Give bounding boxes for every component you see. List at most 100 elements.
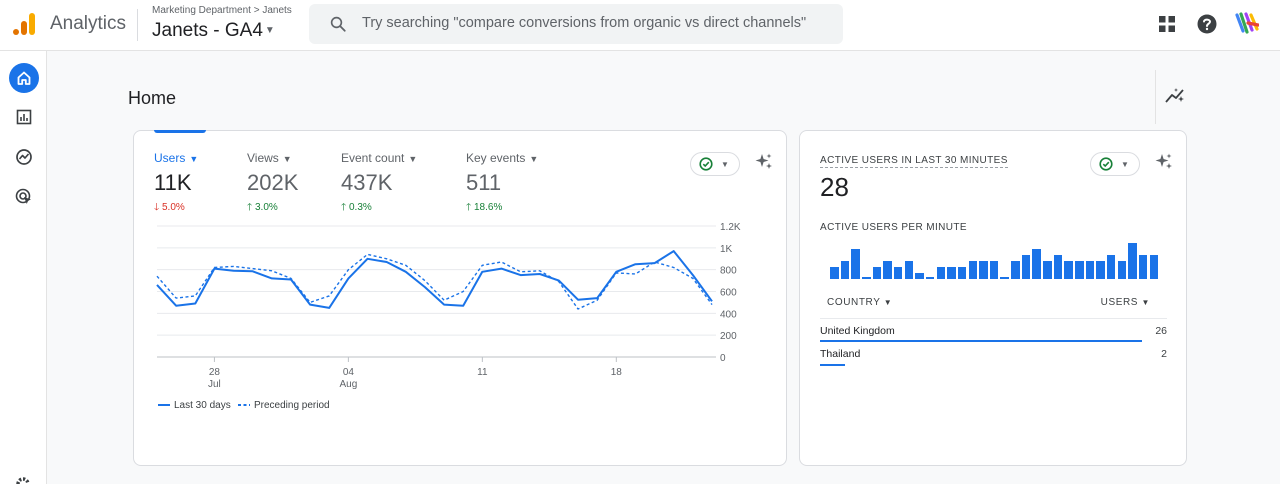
legend-label: Preceding period [254, 400, 330, 411]
minute-bar[interactable] [1011, 261, 1020, 279]
search-input[interactable]: Try searching "compare conversions from … [362, 15, 807, 31]
minute-bar[interactable] [1053, 255, 1063, 279]
realtime-card: ACTIVE USERS IN LAST 30 MINUTES 28 ▼ ACT… [799, 130, 1187, 466]
check-circle-icon [1099, 157, 1113, 171]
analytics-logo-icon[interactable] [12, 12, 36, 36]
minute-bar[interactable] [1000, 277, 1009, 279]
minute-bar[interactable] [915, 273, 924, 279]
chevron-down-icon: ▼ [1141, 298, 1150, 307]
search-bar[interactable]: Try searching "compare conversions from … [309, 4, 843, 44]
minute-bar[interactable] [830, 267, 839, 279]
share-meter [820, 364, 845, 366]
realtime-data-quality-button[interactable]: ▼ [1090, 152, 1140, 176]
metric-views-value: 202K [247, 170, 299, 195]
country-name: United Kingdom [820, 325, 895, 337]
chevron-down-icon: ▼ [189, 154, 199, 164]
nav-home[interactable] [9, 63, 39, 93]
minute-bar[interactable] [1106, 255, 1116, 279]
minute-bar[interactable] [1043, 261, 1052, 279]
metric-views-change: 🡑 3.0% [247, 202, 278, 213]
minute-bar[interactable] [947, 267, 956, 279]
column-header-users[interactable]: USERS ▼ [1100, 297, 1150, 308]
minute-bar[interactable] [1021, 255, 1031, 279]
metric-key-events-label[interactable]: Key events ▼ [466, 151, 539, 165]
home-icon [17, 71, 31, 85]
share-meter [820, 340, 1143, 342]
minute-bar[interactable] [1128, 243, 1137, 279]
minute-bar[interactable] [968, 261, 977, 279]
realtime-value: 28 [820, 172, 849, 202]
arrow-up-icon: 🡑 [466, 202, 472, 213]
metric-key-events-change: 🡑 18.6% [466, 202, 503, 213]
legend-label: Last 30 days [174, 400, 231, 411]
series-line-last-30-days [156, 250, 713, 309]
chevron-down-icon: ▼ [1121, 159, 1129, 169]
page-title: Home [128, 88, 177, 108]
minute-bar[interactable] [1064, 261, 1073, 279]
minute-bar[interactable] [862, 277, 871, 279]
app-title: Analytics [50, 13, 127, 34]
metric-users[interactable]: Users ▼ 11K 🡓 5.0% [154, 151, 198, 217]
minute-bar[interactable] [1149, 255, 1158, 279]
chevron-down-icon: ▼ [883, 298, 893, 307]
minute-bar[interactable] [957, 267, 967, 279]
country-users: 2 [1161, 348, 1167, 360]
metric-key-events[interactable]: Key events ▼ 511 🡑 18.6% [466, 151, 538, 217]
x-tick-label: 18 [611, 367, 623, 378]
arrow-up-icon: 🡑 [247, 202, 253, 213]
minute-bar[interactable] [872, 267, 882, 279]
metric-event-count-label[interactable]: Event count ▼ [341, 151, 418, 165]
chevron-down-icon: ▼ [721, 159, 729, 169]
table-row[interactable]: United Kingdom 26 [820, 318, 1167, 342]
nav-explore[interactable] [9, 142, 39, 172]
metric-views-label[interactable]: Views ▼ [247, 151, 292, 165]
metric-event-count[interactable]: Event count ▼ 437K 🡑 0.3% [341, 151, 417, 217]
apps-grid-icon[interactable] [1156, 13, 1178, 35]
series-line-preceding-period [156, 253, 713, 310]
minute-bar[interactable] [1096, 261, 1105, 279]
minute-bar[interactable] [1075, 261, 1084, 279]
data-quality-button[interactable]: ▼ [690, 152, 740, 176]
minute-bar[interactable] [1117, 261, 1127, 279]
minute-bar[interactable] [989, 261, 999, 279]
nav-reports[interactable] [9, 102, 39, 132]
minute-bar[interactable] [893, 267, 903, 279]
minute-bar[interactable] [904, 261, 913, 279]
ai-sparkle-icon[interactable] [754, 152, 774, 172]
help-icon[interactable] [1196, 13, 1218, 35]
minute-bar[interactable] [851, 249, 860, 279]
chevron-down-icon: ▼ [408, 154, 418, 164]
property-name: Janets - GA4 [152, 20, 263, 41]
y-tick-label: 0 [720, 353, 726, 364]
metric-users-label[interactable]: Users ▼ [154, 151, 199, 165]
chevron-down-icon: ▼ [282, 154, 292, 164]
table-row[interactable]: Thailand 2 [820, 342, 1167, 366]
explore-trend-icon [16, 149, 32, 165]
y-tick-label: 800 [720, 266, 737, 277]
metric-users-change: 🡓 5.0% [154, 202, 185, 213]
insights-icon[interactable] [1164, 85, 1186, 107]
y-tick-label: 1K [720, 244, 733, 255]
nav-advertising[interactable] [9, 182, 39, 212]
minute-bar[interactable] [1032, 249, 1041, 279]
minute-bar[interactable] [883, 261, 892, 279]
column-header-country[interactable]: COUNTRY ▼ [827, 297, 893, 308]
minute-bar[interactable] [979, 261, 988, 279]
account-breadcrumb[interactable]: Marketing Department > Janets [152, 5, 292, 16]
minute-bar[interactable] [1138, 255, 1148, 279]
realtime-title[interactable]: ACTIVE USERS IN LAST 30 MINUTES [820, 155, 1008, 168]
per-minute-label: ACTIVE USERS PER MINUTE [820, 222, 967, 233]
minute-bar[interactable] [840, 261, 850, 279]
metric-views[interactable]: Views ▼ 202K 🡑 3.0% [247, 151, 298, 217]
settings-gear-icon[interactable] [14, 475, 32, 484]
arrow-up-icon: 🡑 [341, 202, 347, 213]
y-tick-label: 1.2K [720, 222, 741, 233]
metric-users-value: 11K [154, 170, 192, 195]
account-avatar-icon[interactable] [1235, 11, 1259, 35]
minute-bar[interactable] [925, 277, 935, 279]
ai-sparkle-icon[interactable] [1154, 152, 1174, 172]
property-selector[interactable]: Janets - GA4 ▼ [152, 20, 275, 42]
bar-chart-icon [16, 109, 32, 125]
minute-bar[interactable] [1085, 261, 1095, 279]
minute-bar[interactable] [936, 267, 945, 279]
